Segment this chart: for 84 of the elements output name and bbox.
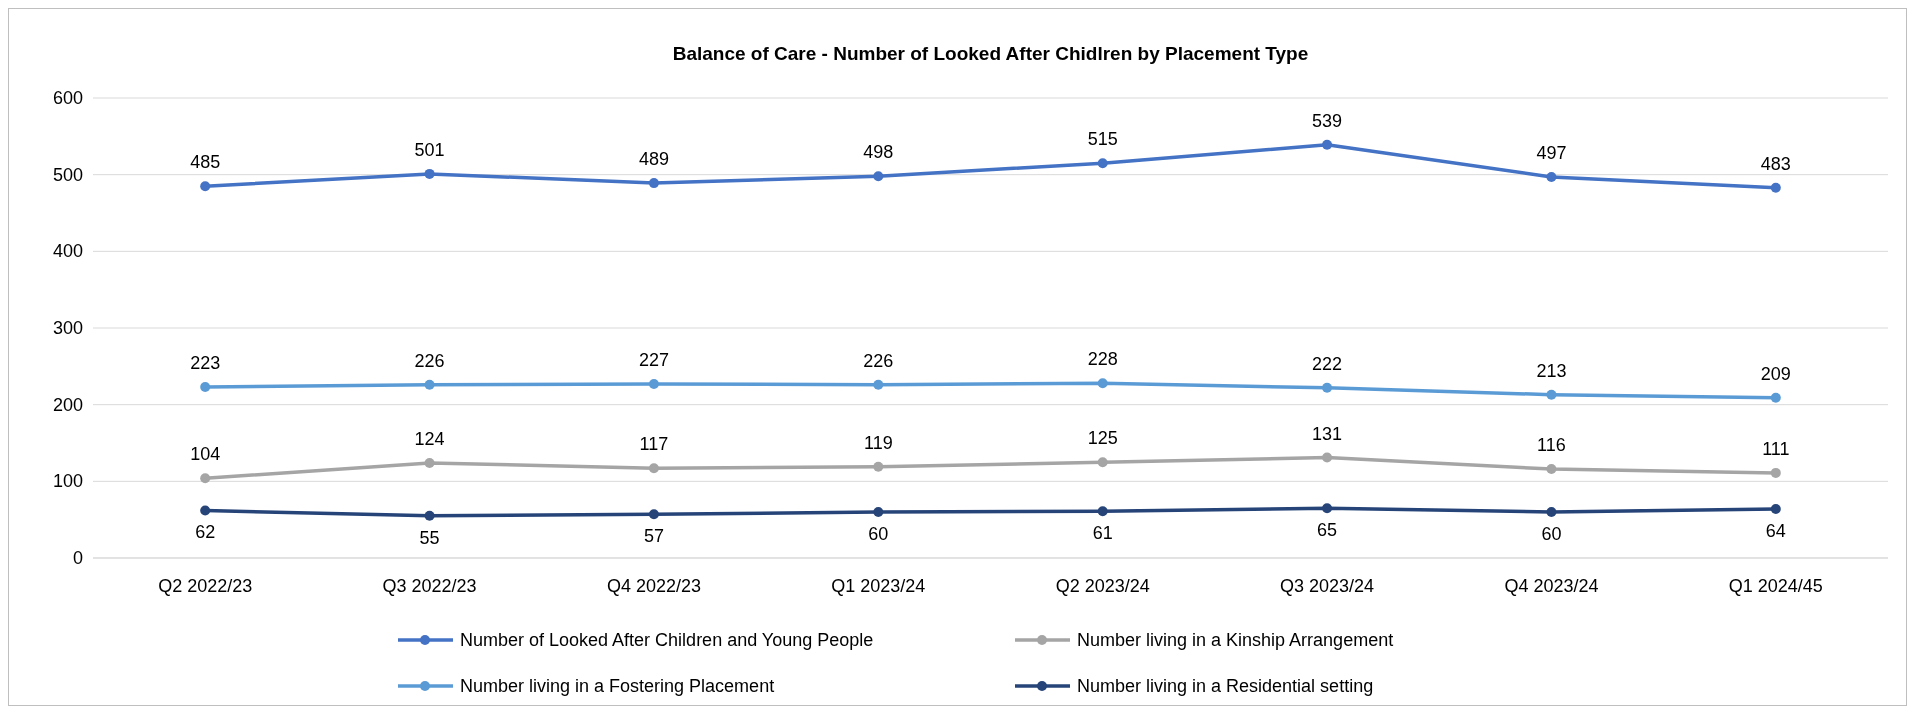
data-label: 539 bbox=[1312, 110, 1343, 131]
data-label: 222 bbox=[1312, 353, 1343, 374]
point bbox=[1770, 503, 1781, 514]
data-label: 501 bbox=[414, 139, 445, 160]
x-tick-label: Q2 2022/23 bbox=[158, 576, 253, 596]
data-label: 131 bbox=[1312, 423, 1343, 444]
data-label: 119 bbox=[863, 432, 893, 453]
point bbox=[1770, 392, 1781, 403]
point bbox=[424, 510, 435, 521]
data-label: 104 bbox=[190, 444, 221, 465]
x-tick-label: Q4 2023/24 bbox=[1504, 576, 1599, 596]
data-label: 227 bbox=[638, 349, 669, 370]
data-label: 498 bbox=[863, 142, 894, 163]
point bbox=[1546, 389, 1557, 400]
data-label: 228 bbox=[1087, 349, 1118, 370]
point bbox=[1097, 378, 1108, 389]
point bbox=[873, 379, 884, 390]
point bbox=[1097, 457, 1108, 468]
point bbox=[1097, 506, 1108, 517]
point bbox=[424, 457, 435, 468]
data-label: 125 bbox=[1087, 428, 1118, 449]
data-label: 65 bbox=[1317, 520, 1338, 541]
point bbox=[873, 171, 884, 182]
data-label: 515 bbox=[1087, 129, 1118, 150]
data-label: 116 bbox=[1537, 435, 1566, 456]
point bbox=[648, 378, 659, 389]
data-label: 213 bbox=[1536, 360, 1567, 381]
x-tick-label: Q2 2023/24 bbox=[1055, 576, 1150, 596]
point bbox=[873, 507, 884, 517]
data-label: 226 bbox=[863, 350, 894, 371]
y-tick-label: 500 bbox=[52, 164, 83, 185]
legend-label: Number living in a Fostering Placement bbox=[460, 676, 775, 696]
x-tick-label: Q3 2023/24 bbox=[1280, 576, 1375, 596]
point bbox=[1546, 171, 1557, 182]
data-label: 60 bbox=[868, 524, 889, 544]
point bbox=[200, 382, 211, 393]
point bbox=[200, 505, 211, 516]
data-label: 209 bbox=[1760, 363, 1791, 384]
point bbox=[200, 181, 211, 192]
x-tick-label: Q4 2022/23 bbox=[606, 576, 701, 596]
point bbox=[648, 509, 659, 520]
data-label: 485 bbox=[190, 152, 221, 173]
data-label: 111 bbox=[1762, 438, 1790, 459]
data-label: 223 bbox=[190, 353, 221, 374]
data-label: 64 bbox=[1765, 520, 1786, 541]
legend-label: Number of Looked After Children and Young People bbox=[460, 630, 874, 650]
point bbox=[424, 379, 435, 390]
data-label: 60 bbox=[1541, 524, 1562, 544]
data-label: 226 bbox=[414, 350, 445, 371]
point bbox=[1322, 452, 1333, 463]
data-label: 55 bbox=[419, 527, 440, 548]
point bbox=[1546, 464, 1557, 475]
data-label: 483 bbox=[1760, 153, 1791, 174]
point bbox=[200, 473, 211, 484]
y-tick-label: 100 bbox=[52, 471, 83, 492]
data-label: 62 bbox=[195, 522, 216, 543]
point bbox=[1546, 507, 1557, 517]
x-tick-label: Q1 2024/45 bbox=[1728, 576, 1823, 596]
point bbox=[1322, 382, 1333, 393]
data-label: 489 bbox=[638, 149, 669, 170]
point bbox=[424, 168, 435, 179]
data-label: 61 bbox=[1092, 523, 1113, 544]
point bbox=[648, 178, 659, 189]
point bbox=[648, 463, 659, 474]
x-tick-label: Q1 2023/24 bbox=[831, 576, 926, 596]
data-label: 117 bbox=[639, 434, 669, 455]
y-tick-label: 400 bbox=[52, 241, 83, 262]
x-tick-label: Q3 2022/23 bbox=[382, 576, 477, 596]
point bbox=[1770, 467, 1781, 478]
y-tick-label: 300 bbox=[52, 318, 83, 338]
point bbox=[1322, 503, 1333, 514]
y-tick-label: 200 bbox=[52, 394, 83, 415]
point bbox=[1097, 158, 1108, 169]
legend-label: Number living in a Kinship Arrangement bbox=[1077, 630, 1394, 650]
y-tick-label: 600 bbox=[52, 88, 83, 108]
legend-label: Number living in a Residential setting bbox=[1077, 676, 1374, 696]
data-label: 57 bbox=[643, 526, 664, 547]
point bbox=[873, 461, 884, 472]
chart-title: Balance of Care - Number of Looked After Chidlren by Placement Type bbox=[672, 43, 1309, 64]
point bbox=[1770, 182, 1781, 193]
point bbox=[1322, 139, 1333, 150]
data-label: 124 bbox=[414, 428, 445, 449]
y-tick-label: 0 bbox=[72, 548, 83, 568]
data-label: 497 bbox=[1536, 142, 1567, 163]
